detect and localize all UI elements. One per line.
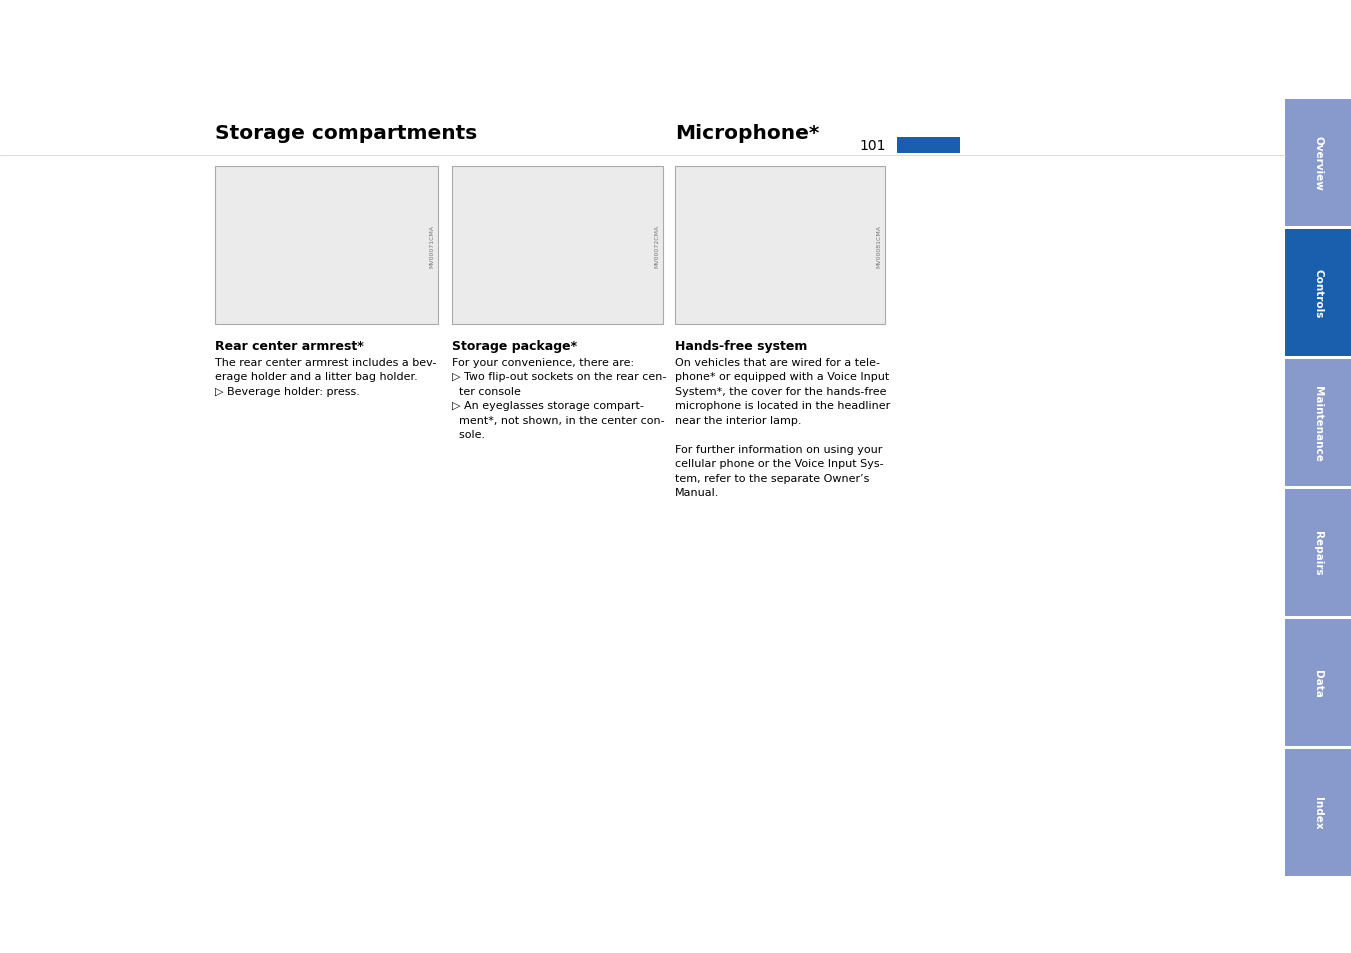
Bar xyxy=(1285,749,1351,876)
Text: Overview: Overview xyxy=(1313,136,1323,191)
Bar xyxy=(1285,619,1351,746)
Text: On vehicles that are wired for a tele-: On vehicles that are wired for a tele- xyxy=(676,357,880,368)
Text: ▷ An eyeglasses storage compart-: ▷ An eyeglasses storage compart- xyxy=(453,401,644,411)
Text: MV00072CMA: MV00072CMA xyxy=(654,224,659,268)
Text: ter console: ter console xyxy=(453,387,521,396)
Bar xyxy=(1285,359,1351,486)
Text: ▷ Beverage holder: press.: ▷ Beverage holder: press. xyxy=(215,387,359,396)
Text: erage holder and a litter bag holder.: erage holder and a litter bag holder. xyxy=(215,372,417,382)
Bar xyxy=(1285,230,1351,356)
Bar xyxy=(215,167,438,325)
Text: System*, the cover for the hands-free: System*, the cover for the hands-free xyxy=(676,387,886,396)
Text: Controls: Controls xyxy=(1313,269,1323,318)
Text: For your convenience, there are:: For your convenience, there are: xyxy=(453,357,634,368)
Bar xyxy=(1285,100,1351,227)
Text: Storage package*: Storage package* xyxy=(453,339,577,353)
Text: Microphone*: Microphone* xyxy=(676,124,819,143)
Text: 101: 101 xyxy=(859,139,886,152)
Text: Manual.: Manual. xyxy=(676,488,719,498)
Text: near the interior lamp.: near the interior lamp. xyxy=(676,416,801,426)
Text: Repairs: Repairs xyxy=(1313,531,1323,576)
Text: The rear center armrest includes a bev-: The rear center armrest includes a bev- xyxy=(215,357,436,368)
Text: cellular phone or the Voice Input Sys-: cellular phone or the Voice Input Sys- xyxy=(676,459,884,469)
Text: phone* or equipped with a Voice Input: phone* or equipped with a Voice Input xyxy=(676,372,889,382)
Text: Hands-free system: Hands-free system xyxy=(676,339,808,353)
Text: Data: Data xyxy=(1313,669,1323,697)
Bar xyxy=(1285,490,1351,617)
Text: microphone is located in the headliner: microphone is located in the headliner xyxy=(676,401,890,411)
Text: sole.: sole. xyxy=(453,430,485,440)
Text: ▷ Two flip-out sockets on the rear cen-: ▷ Two flip-out sockets on the rear cen- xyxy=(453,372,666,382)
Text: Maintenance: Maintenance xyxy=(1313,385,1323,461)
Text: MV00071CMA: MV00071CMA xyxy=(430,224,435,267)
Bar xyxy=(897,138,961,153)
Text: ment*, not shown, in the center con-: ment*, not shown, in the center con- xyxy=(453,416,665,426)
Text: For further information on using your: For further information on using your xyxy=(676,444,882,455)
Bar xyxy=(676,167,885,325)
Text: tem, refer to the separate Owner’s: tem, refer to the separate Owner’s xyxy=(676,474,870,483)
Bar xyxy=(453,167,663,325)
Text: Storage compartments: Storage compartments xyxy=(215,124,477,143)
Text: Rear center armrest*: Rear center armrest* xyxy=(215,339,363,353)
Text: MV00081CMA: MV00081CMA xyxy=(877,224,881,267)
Text: Index: Index xyxy=(1313,797,1323,829)
